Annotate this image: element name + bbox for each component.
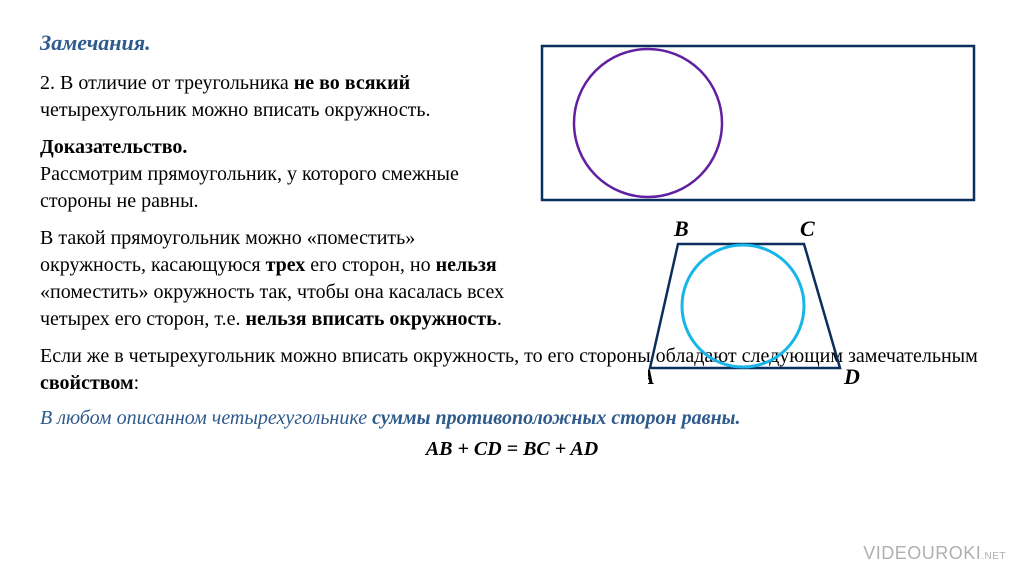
paragraph-1: 2. В отличие от треугольника не во всяки… [40, 70, 520, 124]
text-span: Рассмотрим прямоугольник, у которого сме… [40, 163, 459, 212]
paragraph-3: В такой прямоугольник можно «поместить» … [40, 225, 520, 333]
watermark-net: .NET [981, 551, 1006, 562]
trapezoid-shape [650, 244, 840, 368]
bold-text: нельзя [436, 254, 497, 276]
rectangle-shape [542, 46, 974, 200]
text-span: В любом описанном четырехугольнике [40, 407, 372, 429]
rectangle-circle-figure [540, 44, 980, 204]
trapezoid-circle-figure: B C A D [648, 218, 868, 388]
bold-text: суммы противоположных сторон равны. [372, 407, 740, 429]
formula: AB + CD = BC + AD [40, 438, 984, 461]
paragraph-proof: Доказательство. Рассмотрим прямоугольник… [40, 134, 520, 215]
watermark: VIDEOUROKI.NET [863, 543, 1006, 564]
bold-text: свойством [40, 372, 134, 394]
text-span: его сторон, но [305, 254, 435, 276]
property-statement: В любом описанном четырехугольнике суммы… [40, 407, 984, 430]
text-span: : [134, 372, 140, 394]
bold-text: не во всякий [294, 72, 410, 94]
label-d: D [843, 364, 860, 388]
label-a: A [648, 364, 655, 388]
label-c: C [800, 218, 815, 241]
text-span: четырехугольник можно вписать окружность… [40, 99, 430, 121]
text-span: 2. В отличие от треугольника [40, 72, 294, 94]
text-span: . [497, 308, 502, 330]
inscribed-circle [574, 49, 722, 197]
inscribed-circle-trap [682, 245, 804, 367]
watermark-text: VIDEOUROKI [863, 543, 981, 563]
bold-text: трех [266, 254, 306, 276]
label-b: B [673, 218, 689, 241]
bold-text: нельзя вписать окружность [245, 308, 496, 330]
proof-heading: Доказательство. [40, 136, 187, 158]
